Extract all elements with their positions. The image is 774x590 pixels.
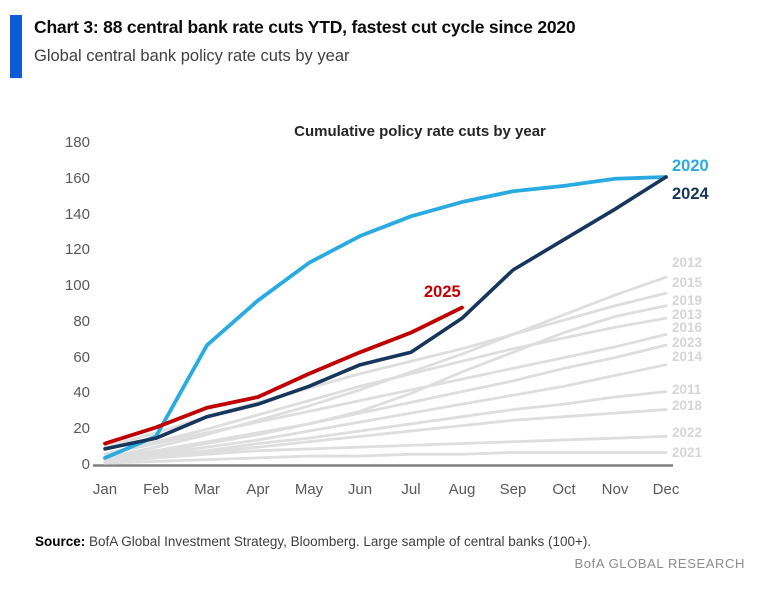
y-tick-label-100: 100	[64, 277, 90, 295]
series-label-2016: 2016	[672, 320, 703, 335]
x-axis-label-sep: Sep	[499, 481, 527, 498]
series-line-2011	[103, 390, 668, 463]
brand-line: BofA GLOBAL RESEARCH	[574, 556, 745, 571]
series-line-2021	[103, 451, 668, 465]
y-tick-label-20: 20	[73, 420, 90, 438]
y-tick-label-0: 0	[81, 456, 90, 473]
series-line-2014	[103, 363, 668, 462]
title-accent-bar	[10, 15, 22, 78]
x-axis-label-oct: Oct	[552, 481, 576, 498]
x-axis-label-nov: Nov	[601, 481, 629, 498]
x-axis-label-jan: Jan	[92, 481, 118, 498]
page-title: Chart 3: 88 central bank rate cuts YTD, …	[34, 17, 576, 37]
series-line-2018	[103, 408, 668, 463]
series-label-2019: 2019	[672, 293, 703, 308]
x-axis-label-dec: Dec	[652, 481, 680, 498]
series-line-2012	[103, 275, 668, 460]
source-label: Source:	[35, 534, 86, 549]
series-line-2015	[103, 291, 668, 449]
series-line-2023	[103, 343, 668, 460]
series-line-2020	[103, 175, 668, 460]
series-line-2025	[103, 305, 464, 446]
series-line-2024	[103, 175, 668, 451]
series-line-2013	[103, 316, 668, 456]
y-tick-label-160: 160	[64, 169, 90, 187]
source-note: Source: BofA Global Investment Strategy,…	[35, 534, 745, 549]
x-axis-label-may: May	[294, 481, 324, 498]
series-line-2022	[103, 434, 668, 463]
series-label-2015: 2015	[672, 275, 703, 290]
series-label-2013: 2013	[672, 307, 703, 322]
series-label-2022: 2022	[672, 425, 703, 440]
page-subtitle: Global central bank policy rate cuts by …	[34, 47, 350, 65]
x-axis-label-mar: Mar	[194, 481, 220, 498]
y-tick-label-40: 40	[73, 384, 90, 402]
series-label-2012: 2012	[672, 255, 703, 270]
y-tick-label-140: 140	[64, 205, 90, 223]
series-label-2021: 2021	[672, 445, 703, 460]
series-line-2016	[103, 333, 668, 456]
series-line-2019	[103, 304, 668, 462]
x-axis-label-aug: Aug	[448, 481, 476, 498]
x-axis-label-jun: Jun	[347, 481, 373, 498]
series-label-2023: 2023	[672, 335, 703, 350]
series-label-2024: 2024	[672, 185, 709, 203]
x-axis-label-jul: Jul	[401, 481, 421, 498]
series-label-2020: 2020	[672, 157, 709, 175]
y-tick-label-60: 60	[73, 348, 90, 366]
series-label-2011: 2011	[672, 382, 702, 397]
chart-title: Cumulative policy rate cuts by year	[294, 123, 546, 140]
x-axis-label-feb: Feb	[143, 481, 169, 498]
series-label-2025: 2025	[424, 283, 461, 301]
source-text: BofA Global Investment Strategy, Bloombe…	[85, 534, 592, 549]
x-axis-label-apr: Apr	[246, 481, 270, 498]
y-tick-label-80: 80	[73, 312, 90, 330]
series-label-2018: 2018	[672, 398, 703, 413]
y-tick-label-120: 120	[64, 241, 90, 259]
y-tick-label-180: 180	[64, 133, 90, 151]
series-label-2014: 2014	[672, 349, 703, 364]
